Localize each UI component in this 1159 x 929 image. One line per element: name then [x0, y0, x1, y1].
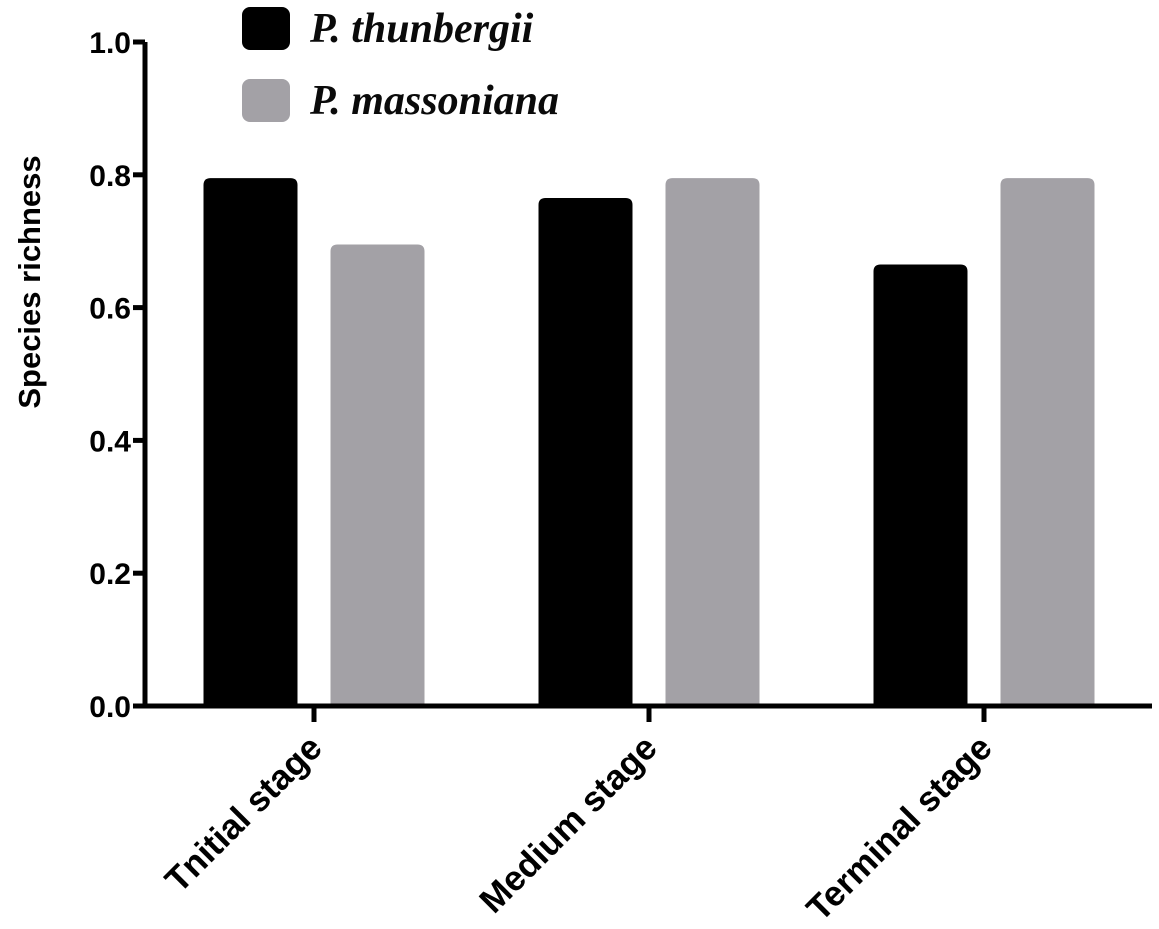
legend: P. thunbergii P. massoniana	[242, 5, 559, 151]
bar-p-massoniana-terminal-stage	[1000, 178, 1095, 706]
legend-label-massoniana: P. massoniana	[310, 77, 559, 124]
bar-p-massoniana-medium-stage	[665, 178, 760, 706]
y-tick-label-0.6: 0.6	[89, 293, 131, 326]
y-tick-label-0.0: 0.0	[89, 691, 131, 724]
legend-item-thunbergii: P. thunbergii	[242, 5, 559, 52]
legend-item-massoniana: P. massoniana	[242, 77, 559, 124]
x-label-tnitial-stage: Tnitial stage	[158, 728, 330, 900]
y-tick-label-0.8: 0.8	[89, 160, 131, 193]
legend-swatch-thunbergii	[242, 7, 290, 50]
bar-p-thunbergii-terminal-stage	[873, 264, 968, 706]
x-label-terminal-stage: Terminal stage	[799, 728, 999, 928]
y-axis-title: Species richness	[12, 155, 47, 409]
y-tick-label-0.4: 0.4	[89, 425, 131, 458]
bar-p-thunbergii-tnitial-stage	[203, 178, 298, 706]
bar-p-massoniana-tnitial-stage	[330, 244, 425, 706]
bar-p-thunbergii-medium-stage	[538, 198, 633, 707]
x-label-medium-stage: Medium stage	[472, 728, 665, 921]
y-tick-label-0.2: 0.2	[89, 558, 131, 591]
legend-label-thunbergii: P. thunbergii	[310, 5, 534, 52]
y-tick-label-1.0: 1.0	[89, 27, 131, 60]
legend-swatch-massoniana	[242, 79, 290, 122]
